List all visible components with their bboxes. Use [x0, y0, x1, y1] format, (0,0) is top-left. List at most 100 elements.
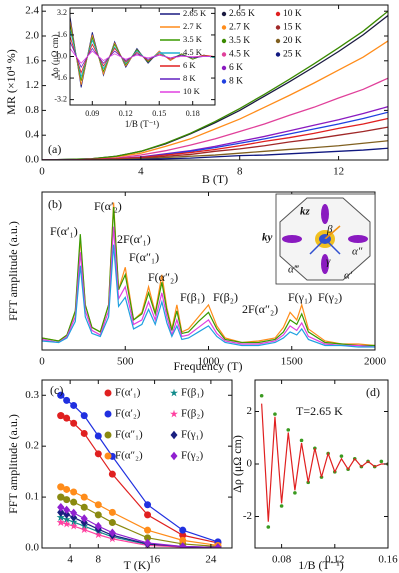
- data-point: [70, 419, 78, 427]
- legend-label: 2.65 K: [229, 9, 255, 19]
- x-tick-label: 16: [149, 553, 161, 565]
- data-point: [94, 501, 102, 509]
- data-point: [62, 519, 71, 528]
- legend-marker: [275, 52, 281, 57]
- annotation: F(α″₂): [148, 270, 178, 284]
- data-point: [279, 504, 284, 508]
- data-point: [80, 429, 88, 437]
- arrow: [324, 225, 341, 240]
- data-point: [94, 521, 102, 531]
- legend-marker: [104, 389, 112, 397]
- x-tick-label: 8: [237, 165, 243, 177]
- fermi-label: γ: [326, 256, 331, 268]
- data-point: [108, 519, 116, 527]
- data-point: [144, 511, 152, 519]
- data-point: [94, 511, 102, 519]
- data-point: [57, 503, 65, 512]
- x-tick-label: 0.12: [325, 553, 344, 565]
- legend-label: 25 K: [283, 50, 302, 60]
- x-tick-label: 0.15: [152, 109, 166, 118]
- data-point: [63, 496, 71, 504]
- legend-label: 6 K: [183, 60, 196, 70]
- fermi-label: kz: [300, 206, 311, 218]
- plot-frame: [41, 379, 233, 549]
- data-point: [57, 493, 65, 501]
- fermi-label: α‴: [288, 264, 300, 276]
- x-axis-label: 1/B (T⁻¹): [125, 119, 159, 129]
- annotation: 2F(α″₂): [242, 302, 278, 316]
- data-point: [273, 412, 277, 416]
- series-group: [259, 393, 388, 529]
- x-tick-label: 1500: [281, 355, 304, 367]
- fermi-pocket: [348, 235, 368, 243]
- data-point: [70, 508, 78, 518]
- panel: 0.08 0.12 0.16 -2 0 2 1/B (T⁻¹) Δρ (μΩ cm) (d) T=…: [230, 379, 398, 572]
- legend-label: F(α″₂): [115, 450, 143, 462]
- series-group: [56, 391, 222, 548]
- series-line: [42, 244, 375, 348]
- legend-marker: [221, 25, 227, 30]
- panel-label: (d): [366, 385, 380, 399]
- series-line: [60, 506, 218, 548]
- y-axis-label: Δρ (μΩ cm): [50, 34, 60, 77]
- series-line: [42, 226, 375, 348]
- data-point: [108, 508, 116, 516]
- y-tick-label: 1.6: [25, 54, 39, 66]
- legend-marker: [275, 38, 281, 44]
- fermi-label: α″: [352, 246, 363, 258]
- legend-label: F(α′₁): [115, 387, 141, 399]
- series-group: [42, 202, 375, 348]
- panel: 0.09 0.12 0.15 0.18 -3.2 -1.6 0.0 1.6 3.2 1/B (T⁻…: [50, 7, 216, 129]
- x-tick-label: 2000: [364, 355, 387, 367]
- annotation: F(γ₂): [318, 290, 342, 304]
- y-tick-label: 1.6: [57, 30, 67, 39]
- y-axis-label: FFT amplitude (a.u.): [6, 221, 20, 321]
- data-point: [57, 518, 65, 526]
- data-point: [57, 391, 65, 399]
- legend-marker: [221, 38, 227, 44]
- annotation: F(β₁): [180, 290, 205, 304]
- y-tick-label: 0.0: [57, 51, 67, 60]
- legend-label: F(β₁): [181, 387, 204, 399]
- annotation: F(β₂): [213, 290, 238, 304]
- x-axis-label: 1/B (T⁻¹): [298, 558, 344, 572]
- data-point: [94, 450, 102, 458]
- series-line: [42, 10, 388, 160]
- data-point: [80, 503, 88, 511]
- legend-label: 10 K: [183, 86, 201, 96]
- data-point: [144, 501, 152, 509]
- legend-marker: [104, 410, 112, 418]
- y-tick-label: -1.6: [54, 73, 67, 82]
- series-line: [42, 147, 388, 160]
- series-line: [60, 394, 219, 543]
- annotation: F(α′₁): [50, 224, 78, 238]
- legend-label: F(α′₂): [115, 408, 141, 420]
- series-line: [70, 48, 215, 64]
- data-point: [299, 438, 304, 443]
- data-point: [179, 542, 187, 548]
- legend-label: 15 K: [283, 23, 302, 33]
- x-tick-label: 24: [205, 553, 217, 565]
- x-tick-label: 4: [67, 553, 73, 565]
- data-point: [144, 538, 152, 548]
- legend-marker: [221, 52, 227, 57]
- legend-marker: [170, 409, 178, 418]
- data-point: [179, 531, 187, 539]
- x-tick-label: 8: [96, 553, 102, 565]
- data-point: [144, 534, 152, 542]
- legend-marker: [104, 452, 112, 460]
- data-point: [94, 432, 102, 440]
- legend-label: 20 K: [283, 36, 302, 46]
- legend-label: 8 K: [183, 73, 196, 83]
- data-point: [69, 521, 78, 530]
- annotation: 2F(α′₁): [117, 232, 151, 246]
- y-tick-label: 0.0: [25, 542, 39, 554]
- panel-label: (b): [48, 197, 62, 211]
- fermi-pocket: [321, 204, 329, 224]
- y-tick-label: 0.3: [25, 389, 39, 401]
- panel: 0 500 1000 1500 2000 Frequency (T) FFT amplitu…: [6, 191, 387, 373]
- data-point: [63, 510, 71, 519]
- annotation: F(γ₁): [288, 290, 312, 304]
- legend-label: 2.7 K: [183, 21, 203, 31]
- fermi-label: α′: [344, 270, 353, 282]
